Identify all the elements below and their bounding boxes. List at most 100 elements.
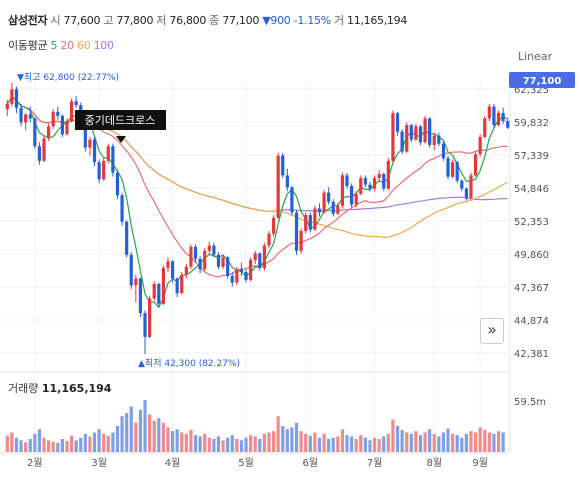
scale-toggle[interactable]: Linear bbox=[518, 50, 553, 63]
y-tick-label: 57,339 bbox=[514, 151, 549, 162]
candle-body bbox=[111, 146, 115, 173]
close-value: 77,100 bbox=[222, 14, 260, 27]
volume-bar bbox=[69, 435, 74, 452]
candle-body bbox=[14, 89, 19, 108]
volume-bar bbox=[331, 437, 335, 452]
volume-bar bbox=[267, 432, 271, 452]
volume-bar bbox=[166, 427, 170, 452]
volume-bar bbox=[138, 409, 143, 452]
candle-body bbox=[106, 146, 110, 161]
candle-body bbox=[244, 272, 248, 280]
volume-bar bbox=[235, 439, 239, 452]
volume-bar bbox=[281, 426, 285, 452]
candle-body bbox=[216, 254, 221, 267]
candle-body bbox=[409, 125, 413, 140]
volume-bar bbox=[79, 437, 83, 452]
volume-bar bbox=[496, 431, 501, 452]
moving-average-legend[interactable]: 이동평균 5 20 60 100 bbox=[8, 37, 114, 53]
candle-body bbox=[129, 254, 133, 286]
y-tick-label: 47,367 bbox=[514, 283, 549, 294]
volume-bar bbox=[391, 419, 395, 452]
candle-body bbox=[368, 184, 372, 189]
candle-body bbox=[395, 113, 400, 132]
candle-body bbox=[464, 188, 468, 198]
volume-bar bbox=[350, 436, 354, 452]
candle-body bbox=[290, 187, 294, 213]
volume-bar bbox=[469, 431, 473, 452]
volume-bar bbox=[377, 439, 381, 452]
candle-body bbox=[221, 257, 225, 267]
volume-bar bbox=[336, 436, 340, 452]
candle-body bbox=[33, 118, 37, 147]
volume-bar bbox=[14, 437, 19, 452]
volume-bar bbox=[368, 440, 372, 452]
volume-bar bbox=[478, 427, 482, 452]
open-label: 시 bbox=[50, 14, 61, 27]
candle-body bbox=[377, 174, 381, 179]
volume-bar bbox=[216, 436, 221, 452]
volume-bar bbox=[262, 433, 266, 452]
volume-bar bbox=[400, 429, 404, 452]
candle-body bbox=[230, 275, 234, 283]
max-price-label: ▼최고 62,800 (22.77%) bbox=[17, 72, 119, 83]
candle-body bbox=[166, 261, 170, 269]
candle-body bbox=[92, 139, 97, 163]
candle-body bbox=[354, 193, 358, 205]
volume-value: 11,165,194 bbox=[347, 14, 408, 27]
candle-body bbox=[189, 246, 193, 267]
candle-body bbox=[446, 158, 450, 177]
volume-bar bbox=[487, 432, 491, 452]
volume-bar bbox=[313, 432, 317, 452]
stock-header: 삼성전자 시 77,600 고 77,800 저 76,800 종 77,100… bbox=[8, 12, 407, 28]
volume-bar bbox=[308, 435, 312, 452]
volume-title: 거래량 11,165,194 bbox=[8, 380, 111, 396]
volume-bar bbox=[230, 435, 234, 452]
volume-bar bbox=[47, 440, 51, 452]
expand-chart-button[interactable]: » bbox=[480, 318, 504, 344]
volume-bar bbox=[304, 433, 308, 452]
candle-body bbox=[97, 162, 101, 180]
volume-bar bbox=[10, 432, 14, 452]
volume-bar bbox=[152, 420, 156, 452]
candle-body bbox=[10, 89, 14, 104]
volume-bar bbox=[460, 437, 464, 452]
volume-bar bbox=[212, 439, 216, 452]
candle-body bbox=[65, 121, 69, 135]
candle-body bbox=[115, 172, 120, 196]
volume-bar bbox=[409, 433, 413, 452]
candle-body bbox=[281, 155, 285, 176]
volume-bar bbox=[19, 440, 23, 452]
volume-bar bbox=[244, 437, 248, 452]
volume-bar bbox=[180, 432, 184, 452]
candle-body bbox=[120, 195, 124, 222]
x-tick-label: 6월 bbox=[303, 457, 319, 469]
candle-body bbox=[345, 175, 349, 186]
volume-bar bbox=[198, 436, 202, 452]
volume-bar bbox=[258, 439, 262, 452]
candle-body bbox=[340, 175, 345, 206]
volume-bar bbox=[483, 429, 487, 452]
candle-body bbox=[428, 118, 432, 145]
candle-body bbox=[24, 114, 28, 123]
candle-body bbox=[423, 118, 427, 143]
volume-title-label: 거래량 bbox=[8, 382, 39, 395]
current-price-text: 77,100 bbox=[523, 76, 562, 87]
candle-body bbox=[47, 126, 51, 139]
candle-body bbox=[138, 278, 143, 314]
candle-body bbox=[304, 215, 308, 231]
candle-body bbox=[198, 258, 202, 270]
current-price-tag bbox=[509, 72, 575, 88]
candle-body bbox=[262, 245, 266, 269]
candle-body bbox=[285, 175, 289, 188]
candle-body bbox=[405, 125, 409, 152]
volume-bar bbox=[253, 436, 257, 452]
candle-body bbox=[83, 125, 87, 148]
callout-box bbox=[75, 110, 166, 130]
volume-bar bbox=[65, 440, 69, 452]
high-value: 77,800 bbox=[116, 14, 154, 27]
candle-body bbox=[28, 114, 32, 119]
volume-bar bbox=[290, 427, 294, 452]
callout-pointer bbox=[116, 136, 126, 143]
candle-body bbox=[487, 106, 491, 119]
